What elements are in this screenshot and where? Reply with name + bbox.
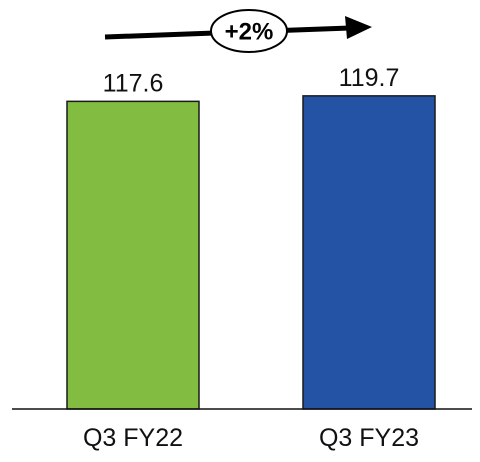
growth-badge xyxy=(210,9,288,53)
bars-layer xyxy=(66,95,436,410)
bar-q3-fy22 xyxy=(66,100,200,410)
data-label: 119.7 xyxy=(339,64,400,92)
x-tick-label: Q3 FY22 xyxy=(83,424,183,452)
data-labels-layer: 117.6 119.7 xyxy=(103,64,400,97)
x-tick-labels-layer: Q3 FY22 Q3 FY23 xyxy=(83,424,419,452)
data-label: 117.6 xyxy=(103,69,164,97)
bar-q3-fy23 xyxy=(302,95,436,410)
x-tick-label: Q3 FY23 xyxy=(319,424,419,452)
arrow-right-icon xyxy=(345,16,372,39)
growth-annotation: +2% xyxy=(104,9,372,53)
growth-badge-text: +2% xyxy=(225,19,274,46)
